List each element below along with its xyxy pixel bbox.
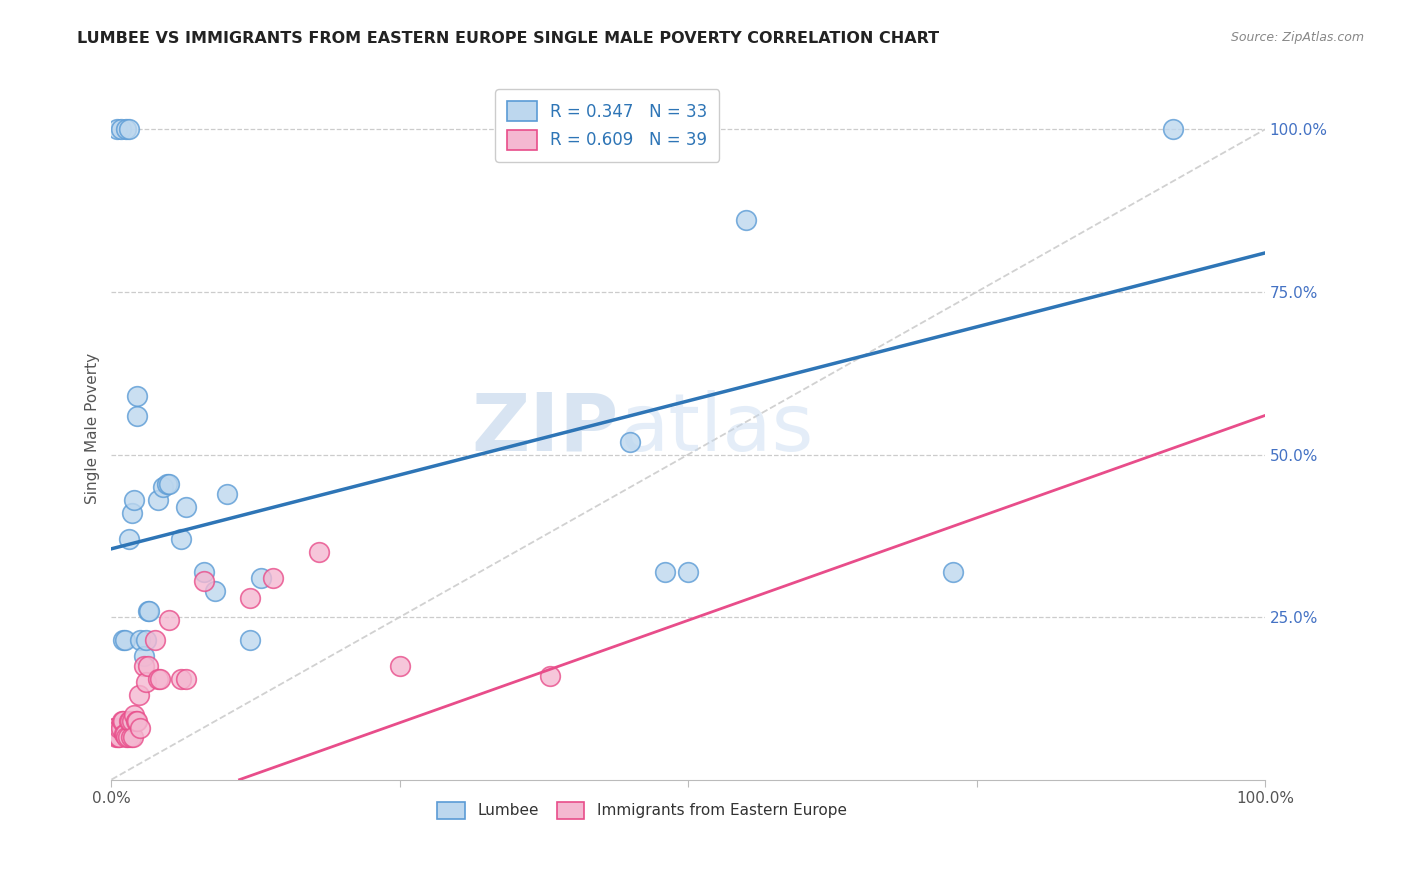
Point [157,613,180,627]
Point [118,714,141,728]
Point [125,409,148,423]
Point [193,574,215,589]
Point [204,584,226,599]
Point [135,675,157,690]
Y-axis label: Single Male Poverty: Single Male Poverty [86,353,100,504]
Point [262,571,284,585]
Point [107,731,129,745]
Point [176,672,198,686]
Point [125,389,148,403]
Point [108,721,131,735]
Point [114,727,136,741]
Point [114,632,136,647]
Point [124,707,146,722]
Point [169,532,191,546]
Point [117,731,139,745]
Point [132,649,155,664]
Point [176,500,198,514]
Text: LUMBEE VS IMMIGRANTS FROM EASTERN EUROPE SINGLE MALE POVERTY CORRELATION CHART: LUMBEE VS IMMIGRANTS FROM EASTERN EUROPE… [77,31,939,46]
Point [129,632,152,647]
Point [619,434,641,449]
Point [120,731,142,745]
Point [239,632,262,647]
Point [734,213,756,227]
Point [115,122,138,136]
Point [152,480,174,494]
Point [105,122,128,136]
Point [104,721,127,735]
Point [105,727,128,741]
Point [215,486,238,500]
Point [388,658,411,673]
Point [136,603,159,617]
Point [308,545,330,559]
Point [121,506,143,520]
Point [654,565,676,579]
Point [538,668,561,682]
Point [250,571,273,585]
Point [135,632,157,647]
Point [156,476,179,491]
Point [149,672,172,686]
Point [169,672,191,686]
Point [124,714,146,728]
Text: Source: ZipAtlas.com: Source: ZipAtlas.com [1230,31,1364,45]
Point [157,476,180,491]
Point [193,565,215,579]
Point [146,672,169,686]
Point [115,731,138,745]
Point [118,532,141,546]
Point [122,731,145,745]
Point [128,688,150,702]
Point [239,591,262,605]
Text: ZIP: ZIP [471,390,619,467]
Point [138,603,160,617]
Point [110,721,132,735]
Point [121,714,143,728]
Point [143,632,166,647]
Point [129,721,152,735]
Point [676,565,699,579]
Point [124,493,146,508]
Point [111,714,134,728]
Point [136,658,159,673]
Point [110,122,132,136]
Point [111,714,134,728]
Point [146,493,169,508]
Point [103,721,125,735]
Legend: Lumbee, Immigrants from Eastern Europe: Lumbee, Immigrants from Eastern Europe [432,796,853,824]
Point [1161,122,1184,136]
Point [105,731,128,745]
Point [112,727,135,741]
Point [108,731,131,745]
Point [132,658,155,673]
Point [111,632,134,647]
Point [942,565,965,579]
Point [125,714,148,728]
Point [118,714,141,728]
Text: atlas: atlas [619,390,813,467]
Point [118,122,141,136]
